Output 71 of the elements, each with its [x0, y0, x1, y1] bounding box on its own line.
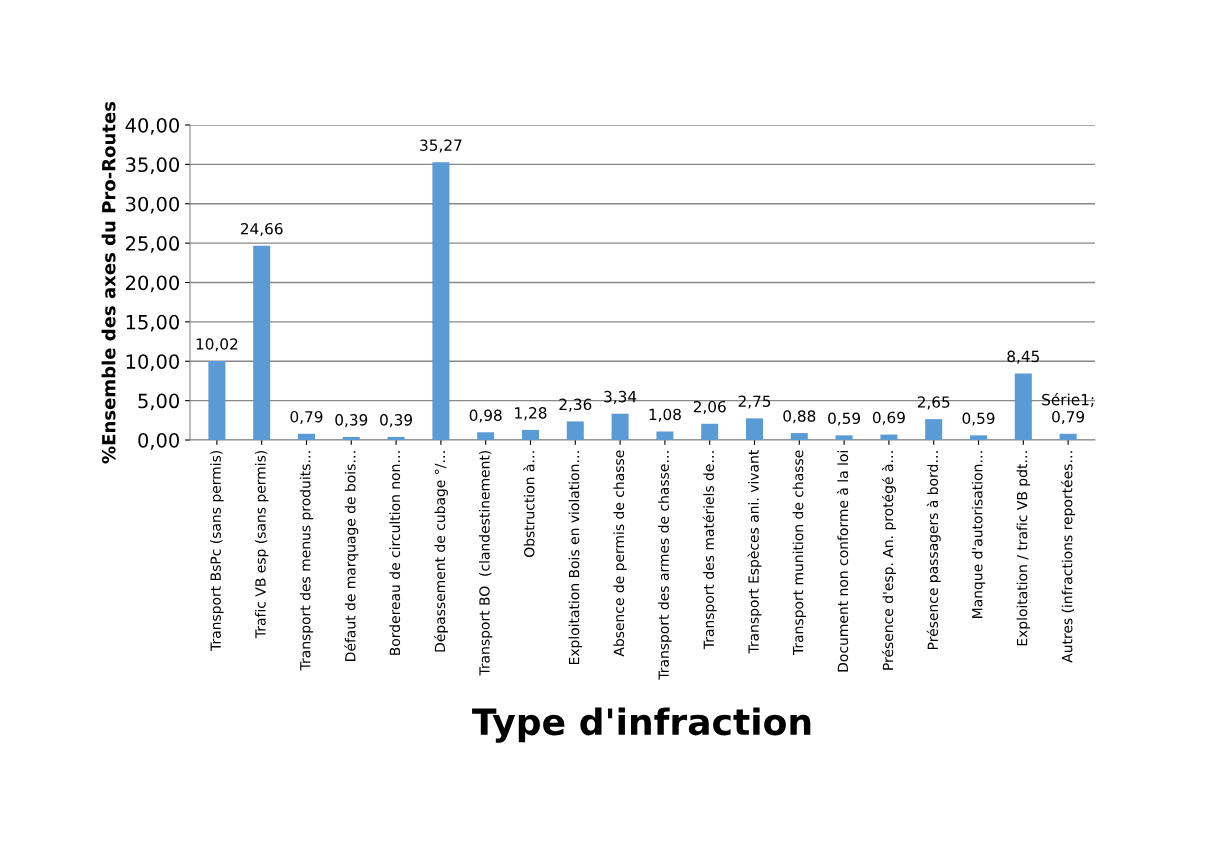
data-label: 24,66	[240, 222, 283, 237]
bar	[835, 435, 853, 440]
x-tick-label: Bordereau de circultion non…	[389, 451, 401, 655]
x-tick-label: Dépassement de cubage °/…	[433, 451, 448, 652]
data-label: 0,69	[872, 411, 905, 425]
bar	[297, 433, 315, 440]
x-tick-label: Transport Espèces ani. vivant	[747, 450, 762, 654]
y-tick-label: 10,00	[126, 354, 179, 371]
x-tick-label: Trafic VB esp (sans permis)	[254, 450, 269, 639]
x-tick-label: Transport des menus produits…	[299, 451, 314, 671]
bar	[790, 433, 808, 440]
data-label: 1,08	[649, 408, 681, 422]
data-label: 8,45	[1007, 350, 1039, 364]
data-label: 0,98	[469, 409, 502, 423]
bar	[880, 434, 898, 440]
x-tick-label: Défaut de marquage de bois…	[344, 451, 359, 661]
x-tick-label: Transport BO (clandestinement)	[478, 450, 493, 676]
y-tick-label: 25,00	[126, 236, 179, 253]
bar	[1014, 373, 1032, 440]
data-label: 0,39	[380, 414, 413, 428]
data-label: 2,75	[738, 395, 771, 409]
data-label: 0,59	[962, 412, 995, 426]
x-axis-title: Type d'infraction	[472, 707, 811, 743]
y-tick-label: 15,00	[126, 314, 179, 332]
bar	[745, 418, 764, 440]
y-tick-label: 40,00	[125, 117, 179, 135]
data-label: 0,59	[828, 412, 861, 426]
data-label: 0,39	[335, 414, 368, 428]
bar	[1059, 433, 1077, 440]
y-tick-label: 35,00	[126, 157, 179, 175]
x-tick-label: Transport BsPc (sans permis)	[210, 450, 224, 652]
y-axis-title: %Ensemble des axes du Pro-Routes	[101, 101, 116, 464]
data-label: 0,79	[290, 410, 323, 425]
y-tick-label: 0,00	[138, 432, 179, 450]
y-tick-label: 30,00	[126, 196, 179, 214]
bar	[477, 432, 495, 440]
bar	[970, 435, 988, 440]
x-tick-label: Absence de permis de chasse	[613, 450, 627, 657]
data-label: 3,34	[604, 390, 637, 404]
data-label: Série1; 0,79	[1042, 392, 1094, 425]
x-tick-label: Présence passagers à bord…	[926, 451, 941, 650]
data-label: 35,27	[420, 139, 462, 153]
x-tick-label: Exploitation Bois en violation…	[568, 451, 583, 665]
x-tick-label: Transport munition de chasse	[792, 450, 807, 656]
data-label: 10,02	[196, 338, 238, 352]
x-tick-label: Transport des armes de chasse…	[658, 451, 672, 680]
y-tick-label: 20,00	[126, 275, 179, 293]
data-label: 2,36	[559, 398, 592, 412]
data-label: 2,06	[693, 400, 726, 415]
x-tick-label: Présence d'esp. An. protégé à…	[881, 451, 896, 670]
bar	[208, 361, 226, 440]
x-tick-label: Autres (infractions reportées…	[1061, 451, 1076, 663]
bar	[253, 245, 271, 440]
x-tick-label: Manque d'autorisation…	[971, 451, 986, 618]
data-label: 2,65	[917, 396, 950, 410]
bar	[566, 421, 584, 440]
bar	[701, 423, 719, 440]
bar	[656, 431, 674, 440]
data-label: 1,28	[515, 407, 547, 421]
bar	[611, 413, 629, 440]
bar	[387, 436, 405, 440]
y-tick-label: 5,00	[138, 393, 179, 411]
x-tick-label: Obstruction à…	[523, 451, 535, 557]
bar	[432, 162, 450, 440]
x-tick-label: Transport des matériels de…	[702, 451, 717, 650]
x-tick-label: Document non conforme à la loi	[836, 451, 849, 672]
bar	[342, 436, 360, 440]
x-tick-label: Exploitation / trafic VB pdt…	[1016, 451, 1031, 646]
data-label: 0,88	[783, 410, 816, 424]
bar	[521, 429, 540, 440]
bar	[925, 419, 943, 440]
